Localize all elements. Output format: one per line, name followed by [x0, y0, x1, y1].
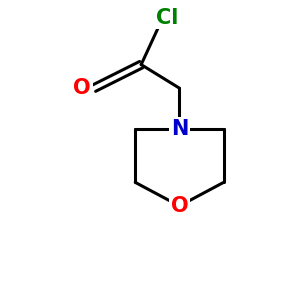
Text: N: N [171, 119, 188, 140]
Text: O: O [74, 78, 91, 98]
Text: Cl: Cl [157, 8, 179, 28]
Text: O: O [171, 196, 188, 216]
